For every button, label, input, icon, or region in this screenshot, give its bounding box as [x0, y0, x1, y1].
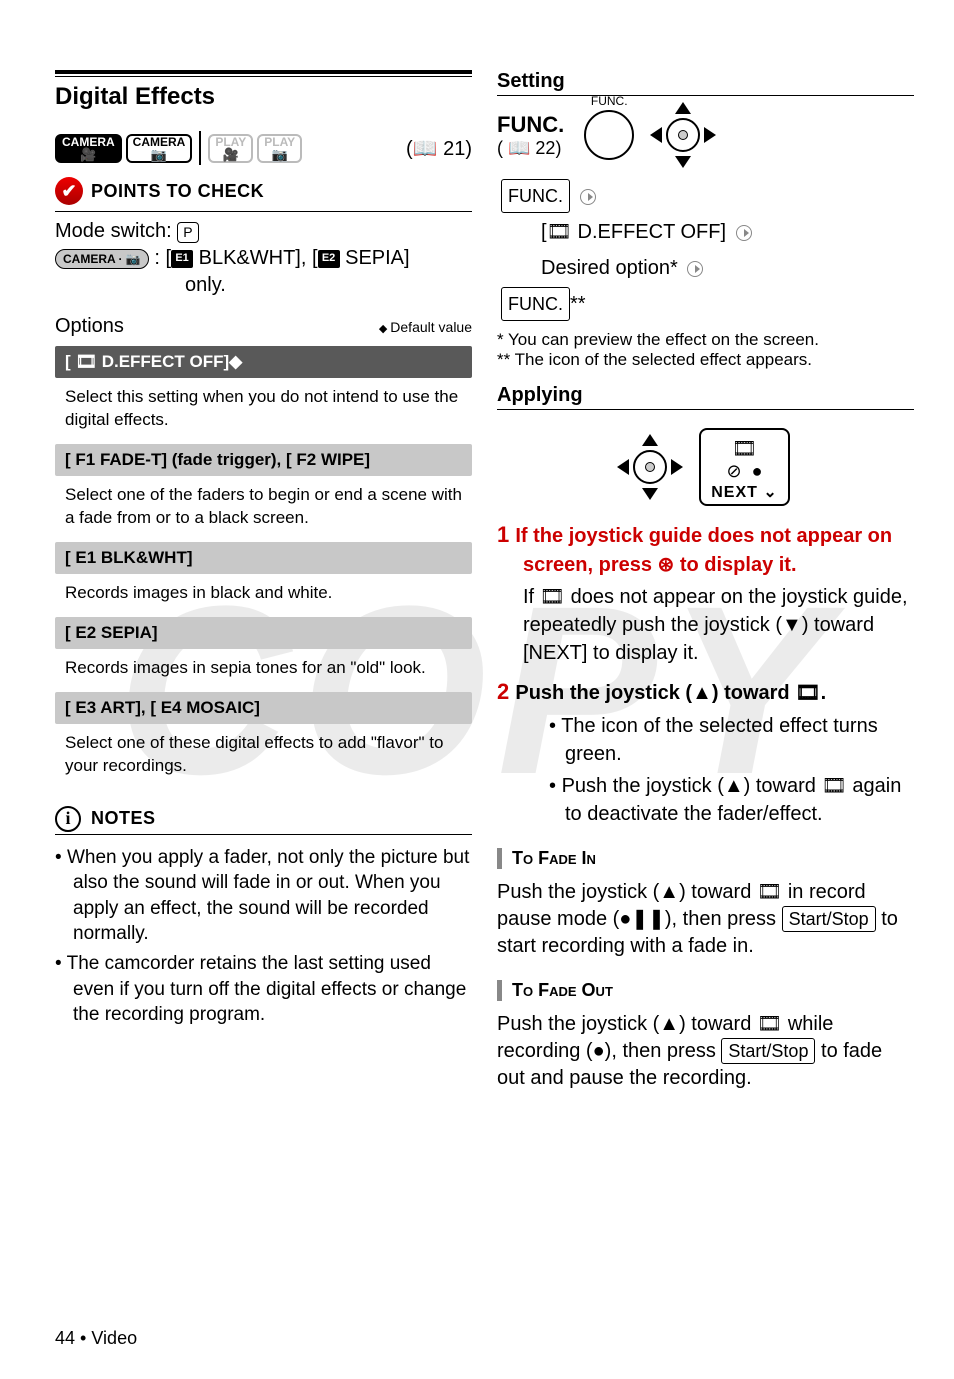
opt-header: [ F1 FADE-T] (fade trigger), [ F2 WIPE]	[55, 444, 472, 476]
rule	[55, 211, 472, 212]
divider	[199, 131, 201, 165]
steps-list: If the joystick guide does not appear on…	[497, 520, 914, 828]
startstop-button: Start/Stop	[782, 906, 876, 932]
nav-icon	[736, 225, 752, 241]
step-item: If the joystick guide does not appear on…	[497, 520, 914, 667]
page-title: Digital Effects	[55, 83, 472, 111]
mode-badges: CAMERA 🎥 CAMERA 📷 PLAY 🎥 PLAY 📷 (📖 21)	[55, 131, 472, 165]
next-panel: 🎞 ⊘ ● NEXT ⌄	[699, 428, 790, 506]
opt-body: Records images in black and white.	[55, 574, 472, 617]
sub-item: Push the joystick (▲) toward 🎞 again to …	[549, 772, 914, 828]
setting-heading: Setting	[497, 70, 914, 96]
footnote: * You can preview the effect on the scre…	[497, 330, 914, 350]
badge-camera-photo: CAMERA 📷	[126, 134, 193, 163]
page-ref: (📖 21)	[406, 136, 472, 161]
step-heading: If the joystick guide does not appear on…	[515, 525, 892, 576]
badge-play-video: PLAY 🎥	[208, 134, 253, 163]
options-label: Options	[55, 315, 124, 338]
e1-icon: E1	[171, 250, 193, 268]
func-dial-icon	[584, 110, 634, 160]
sub-item: The icon of the selected effect turns gr…	[549, 712, 914, 768]
footnote: ** The icon of the selected effect appea…	[497, 350, 914, 370]
step-item: Push the joystick (▲) toward 🎞. The icon…	[497, 677, 914, 828]
info-icon: i	[55, 806, 81, 832]
camera-mode-badge: CAMERA · 📷	[55, 249, 149, 269]
default-value-label: Default value	[379, 319, 472, 335]
opt-header: [ E3 ART], [ E4 MOSAIC]	[55, 692, 472, 724]
e2-icon: E2	[318, 250, 340, 268]
page-footer: 44 • Video	[55, 1328, 137, 1349]
func-button: FUNC.	[501, 179, 570, 213]
step-body: If 🎞 does not appear on the joystick gui…	[523, 583, 914, 667]
fade-in-heading: To Fade In	[497, 848, 914, 869]
rule	[55, 76, 472, 77]
opt-body: Select one of the faders to begin or end…	[55, 476, 472, 542]
setting-flow: FUNC. [🎞 D.EFFECT OFF] Desired option* F…	[497, 178, 914, 322]
mode-p-icon: P	[177, 222, 198, 243]
applying-heading: Applying	[497, 384, 914, 410]
check-icon: ✔	[55, 177, 83, 205]
step-heading: Push the joystick (▲) toward 🎞.	[515, 682, 826, 704]
points-to-check-label: POINTS TO CHECK	[91, 181, 264, 202]
opt-header: [ E1 BLK&WHT]	[55, 542, 472, 574]
opt-header: [ E2 SEPIA]	[55, 617, 472, 649]
opt-body: Select this setting when you do not inte…	[55, 378, 472, 444]
nav-icon	[580, 189, 596, 205]
joystick-icon	[621, 438, 679, 496]
badge-camera-video: CAMERA 🎥	[55, 134, 122, 163]
note-item: The camcorder retains the last setting u…	[55, 951, 472, 1028]
options-list: [ 🎞 D.EFFECT OFF]◆ Select this setting w…	[55, 346, 472, 790]
nav-icon	[687, 261, 703, 277]
opt-body: Select one of these digital effects to a…	[55, 724, 472, 790]
restriction-line: CAMERA · 📷 : [E1 BLK&WHT], [E2 SEPIA] on…	[55, 245, 472, 299]
joystick-icon	[654, 106, 712, 164]
notes-list: When you apply a fader, not only the pic…	[55, 845, 472, 1028]
opt-body: Records images in sepia tones for an "ol…	[55, 649, 472, 692]
mode-switch-line: Mode switch: P	[55, 218, 472, 245]
opt-header: [ 🎞 D.EFFECT OFF]◆	[55, 346, 472, 378]
func-button: FUNC.	[501, 287, 570, 321]
startstop-button: Start/Stop	[721, 1038, 815, 1064]
fade-in-body: Push the joystick (▲) toward 🎞 in record…	[497, 879, 914, 960]
badge-play-photo: PLAY 📷	[257, 134, 302, 163]
note-item: When you apply a fader, not only the pic…	[55, 845, 472, 948]
joystick-guide: 🎞 ⊘ ● NEXT ⌄	[497, 428, 914, 506]
fade-out-body: Push the joystick (▲) toward 🎞 while rec…	[497, 1011, 914, 1092]
func-pageref: ( 📖 22)	[497, 138, 564, 159]
fade-out-heading: To Fade Out	[497, 980, 914, 1001]
func-label: FUNC.	[497, 112, 564, 138]
rule	[55, 70, 472, 74]
notes-label: NOTES	[91, 808, 156, 829]
